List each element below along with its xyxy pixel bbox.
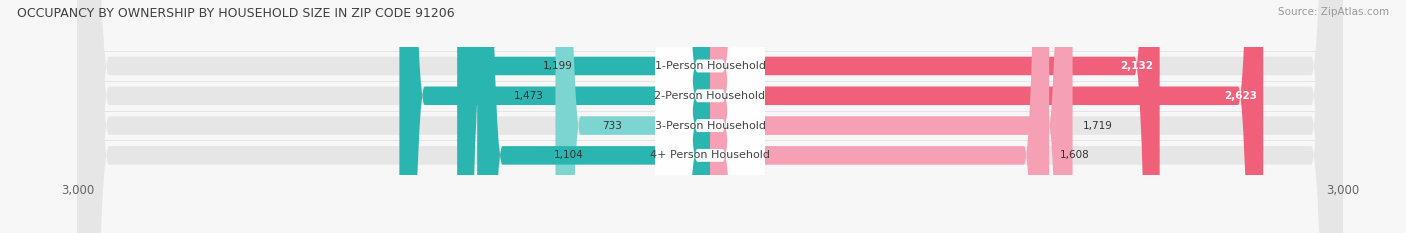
- FancyBboxPatch shape: [77, 0, 1343, 233]
- Text: 4+ Person Household: 4+ Person Household: [650, 150, 770, 160]
- FancyBboxPatch shape: [655, 0, 765, 233]
- FancyBboxPatch shape: [710, 0, 1263, 233]
- Text: 1-Person Household: 1-Person Household: [655, 61, 765, 71]
- Text: Source: ZipAtlas.com: Source: ZipAtlas.com: [1278, 7, 1389, 17]
- Text: 2,623: 2,623: [1223, 91, 1257, 101]
- FancyBboxPatch shape: [77, 0, 1343, 233]
- FancyBboxPatch shape: [655, 0, 765, 233]
- Text: 733: 733: [602, 120, 623, 130]
- FancyBboxPatch shape: [457, 0, 710, 233]
- Text: 1,199: 1,199: [543, 61, 574, 71]
- FancyBboxPatch shape: [555, 0, 710, 233]
- Text: 1,608: 1,608: [1060, 150, 1090, 160]
- Text: 1,719: 1,719: [1083, 120, 1114, 130]
- FancyBboxPatch shape: [655, 0, 765, 233]
- Text: 2-Person Household: 2-Person Household: [654, 91, 766, 101]
- FancyBboxPatch shape: [77, 0, 1343, 233]
- Text: 1,473: 1,473: [515, 91, 544, 101]
- Text: 1,104: 1,104: [554, 150, 583, 160]
- FancyBboxPatch shape: [77, 0, 1343, 233]
- Text: OCCUPANCY BY OWNERSHIP BY HOUSEHOLD SIZE IN ZIP CODE 91206: OCCUPANCY BY OWNERSHIP BY HOUSEHOLD SIZE…: [17, 7, 454, 20]
- Text: 2,132: 2,132: [1121, 61, 1153, 71]
- FancyBboxPatch shape: [655, 0, 765, 233]
- FancyBboxPatch shape: [399, 0, 710, 233]
- FancyBboxPatch shape: [477, 0, 710, 233]
- FancyBboxPatch shape: [710, 0, 1073, 233]
- Text: 3-Person Household: 3-Person Household: [655, 120, 765, 130]
- FancyBboxPatch shape: [710, 0, 1160, 233]
- FancyBboxPatch shape: [710, 0, 1049, 233]
